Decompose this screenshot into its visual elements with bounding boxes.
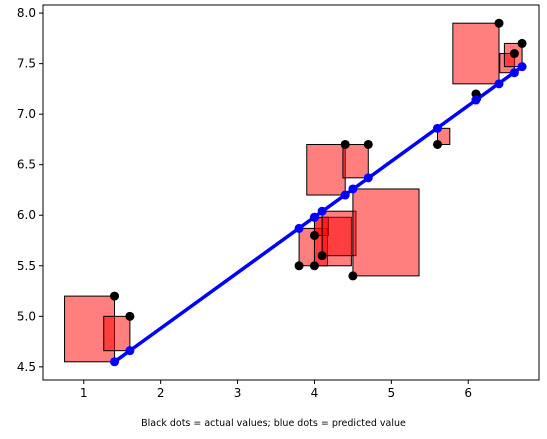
predicted-point-14 bbox=[517, 62, 527, 72]
plot-frame bbox=[42, 4, 540, 381]
actual-point-3 bbox=[294, 261, 304, 271]
x-tick-label-6: 6 bbox=[464, 386, 472, 400]
actual-point-4 bbox=[309, 261, 319, 271]
predicted-point-10 bbox=[432, 123, 442, 133]
predicted-point-2 bbox=[125, 346, 135, 356]
residual-square-12 bbox=[452, 22, 500, 85]
predicted-point-3 bbox=[294, 223, 304, 233]
actual-point-8 bbox=[348, 271, 358, 281]
y-tick-label-4.5: 4.5 bbox=[17, 360, 36, 374]
predicted-point-13 bbox=[509, 68, 519, 78]
residual-square-6 bbox=[321, 210, 357, 257]
y-tick-label-6: 6.0 bbox=[17, 208, 36, 222]
actual-point-12 bbox=[494, 18, 504, 28]
regression-line-layer bbox=[112, 64, 524, 364]
residual-square-2 bbox=[103, 315, 131, 352]
y-tick-label-7: 7.0 bbox=[17, 107, 36, 121]
actual-point-1 bbox=[110, 291, 120, 301]
y-tick-label-8: 8.0 bbox=[17, 6, 36, 20]
actual-point-14 bbox=[517, 38, 527, 48]
actual-point-6 bbox=[317, 251, 327, 261]
predicted-point-9 bbox=[363, 173, 373, 183]
predicted-point-11 bbox=[471, 95, 481, 105]
actual-point-9 bbox=[363, 139, 373, 149]
predicted-point-5 bbox=[309, 212, 319, 222]
x-tick-label-2: 2 bbox=[157, 386, 165, 400]
residual-square-9 bbox=[342, 143, 369, 179]
y-tick-label-5: 5.0 bbox=[17, 309, 36, 323]
residual-square-10 bbox=[436, 127, 451, 145]
predicted-point-8 bbox=[348, 184, 358, 194]
residual-square-8 bbox=[352, 188, 420, 277]
x-tick-label-1: 1 bbox=[80, 386, 88, 400]
predicted-point-1 bbox=[110, 357, 120, 367]
actual-point-13 bbox=[509, 49, 519, 59]
chart-caption: Black dots = actual values; blue dots = … bbox=[141, 418, 406, 429]
x-tick-label-3: 3 bbox=[234, 386, 242, 400]
actual-point-2 bbox=[125, 311, 135, 321]
regression-line bbox=[112, 64, 524, 364]
x-tick-label-5: 5 bbox=[388, 386, 396, 400]
actual-point-10 bbox=[432, 139, 442, 149]
y-tick-label-6.5: 6.5 bbox=[17, 158, 36, 172]
residual-square-7 bbox=[306, 143, 346, 196]
residual-squares bbox=[64, 22, 523, 363]
x-tick-label-4: 4 bbox=[311, 386, 319, 400]
actual-point-5 bbox=[309, 230, 319, 240]
actual-point-7 bbox=[340, 139, 350, 149]
predicted-point-7 bbox=[340, 190, 350, 200]
data-points bbox=[110, 18, 527, 367]
predicted-point-12 bbox=[494, 79, 504, 89]
predicted-point-6 bbox=[317, 206, 327, 216]
axes: 1 2 3 4 5 6 4.5 5.0 5.5 6.0 6.5 7.0 7.5 8.0 bbox=[17, 4, 540, 400]
y-tick-label-5.5: 5.5 bbox=[17, 259, 36, 273]
y-tick-label-7.5: 7.5 bbox=[17, 57, 36, 71]
